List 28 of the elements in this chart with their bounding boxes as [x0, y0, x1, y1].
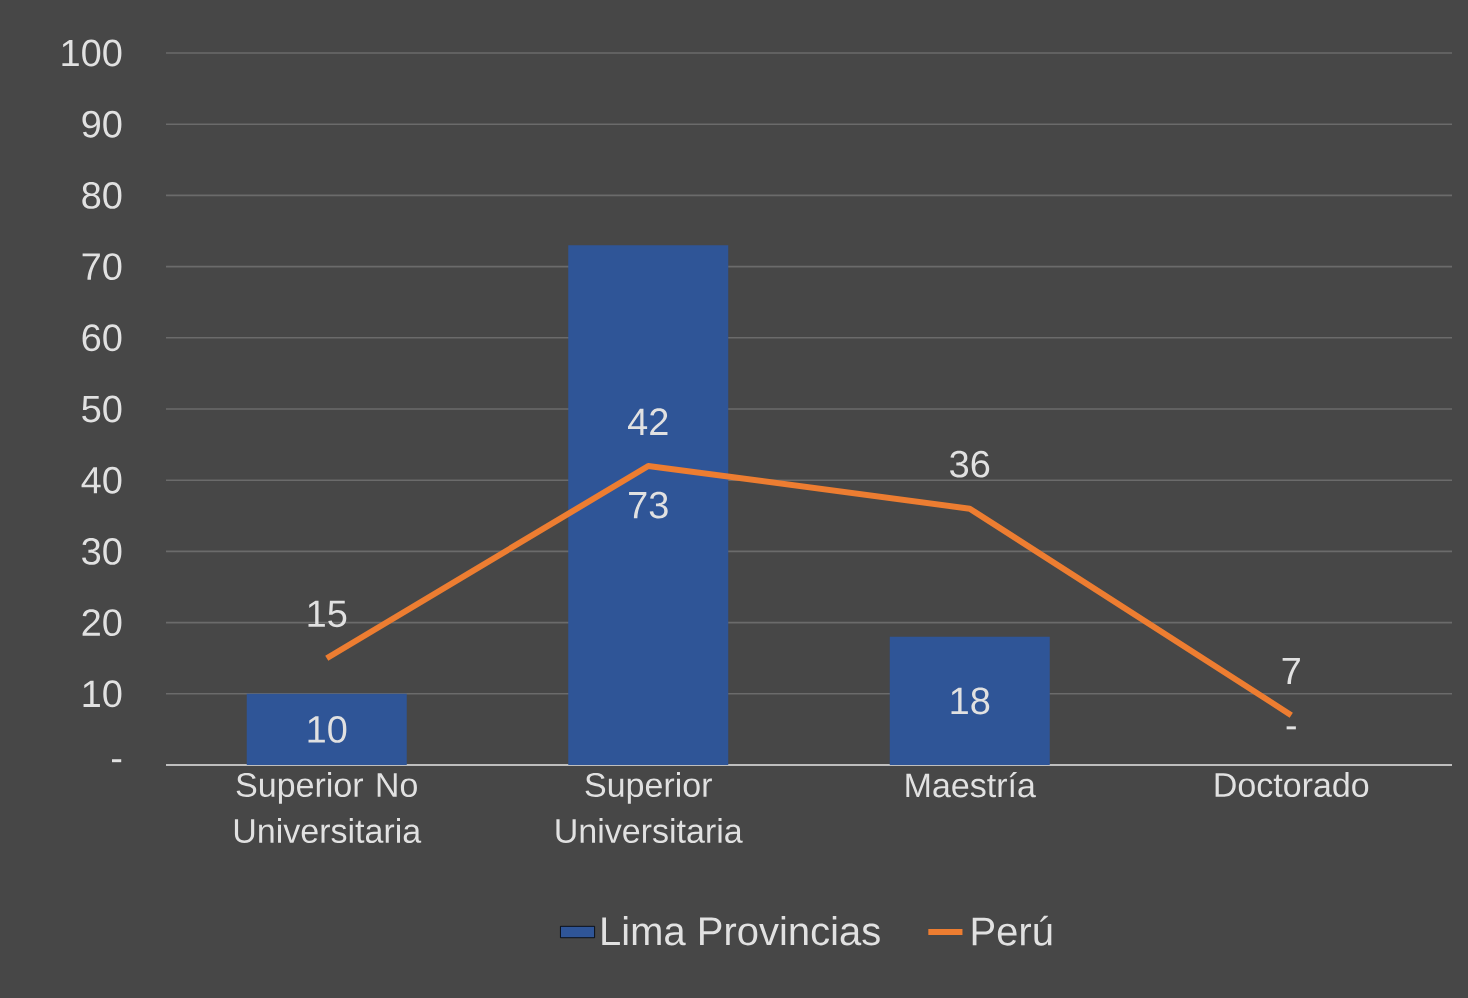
data-label: 15 — [308, 600, 347, 628]
bar — [246, 693, 407, 765]
y-tick-label: 10 — [83, 680, 122, 708]
y-tick-label: 30 — [82, 537, 122, 565]
x-tick-label: Doctorado — [1215, 772, 1369, 798]
legend-label: Lima Provincias — [602, 916, 880, 946]
y-tick-label: 80 — [82, 181, 122, 209]
y-tick-label: 90 — [82, 110, 122, 138]
data-label: 7 — [1282, 657, 1300, 685]
data-label: 42 — [628, 408, 668, 435]
bar — [889, 636, 1050, 765]
x-tick-label: Superior No Universitaria — [234, 772, 422, 844]
y-tick-label: - — [111, 759, 122, 763]
data-label: 36 — [950, 450, 990, 478]
y-tick-label: 40 — [81, 466, 122, 494]
data-label: 10 — [308, 715, 347, 743]
data-label: 73 — [629, 491, 668, 519]
y-tick-label: 100 — [62, 39, 122, 67]
legend-label: Perú — [972, 915, 1052, 946]
data-label: 18 — [951, 687, 990, 715]
y-tick-label: 50 — [82, 395, 122, 423]
y-tick-label: 20 — [82, 609, 122, 637]
x-tick-label: Maestría — [906, 772, 1036, 798]
y-tick-label: 70 — [82, 253, 122, 281]
bar — [568, 245, 729, 765]
y-tick-label: 60 — [82, 324, 122, 352]
x-tick-label: Superior Universitaria — [556, 772, 743, 844]
data-label: - — [1286, 726, 1296, 730]
